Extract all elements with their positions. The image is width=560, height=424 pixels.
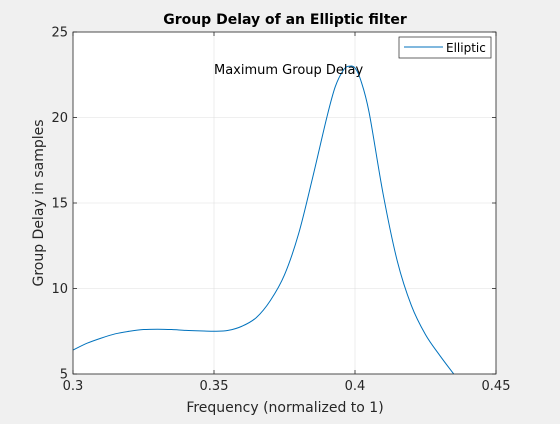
legend-label: Elliptic [446,41,486,55]
y-tick-label: 25 [51,26,68,41]
ticks [72,31,497,375]
x-axis-label: Frequency (normalized to 1) [186,400,383,416]
y-axis-label: Group Delay in samples [31,119,47,286]
tick-labels: 0.3 0.35 0.4 0.45 5 10 15 20 25 [51,26,510,395]
legend: Elliptic [398,36,492,59]
chart-title: Group Delay of an Elliptic filter [163,12,407,28]
x-tick-label: 0.45 [482,379,511,394]
series-layer [72,65,455,375]
x-tick-label: 0.35 [200,379,229,394]
y-tick-label: 20 [51,111,68,126]
x-tick-label: 0.4 [345,379,366,394]
y-tick-label: 5 [60,368,68,383]
x-tick-label: 0.3 [63,379,84,394]
legend-box [398,36,492,59]
y-tick-label: 15 [51,197,68,212]
series-line-elliptic [72,65,455,375]
annotation-max-group-delay: Maximum Group Delay [214,63,363,78]
y-tick-label: 10 [51,282,68,297]
